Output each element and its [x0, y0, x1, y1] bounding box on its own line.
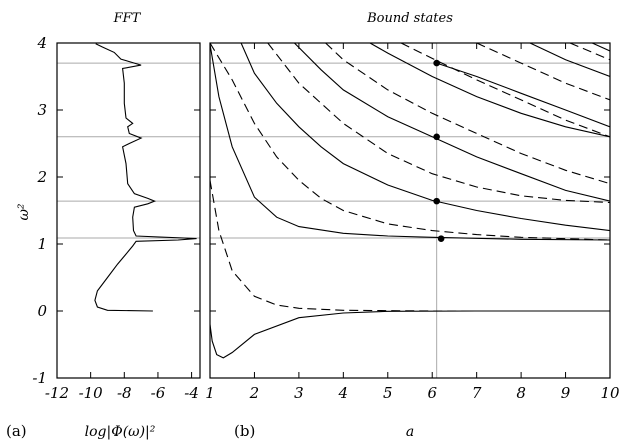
- panel-a-y-tick-label: 0: [37, 302, 47, 320]
- panel-b-x-tick-label: 2: [249, 384, 260, 402]
- panel-b-x-tick-label: 1: [205, 384, 215, 402]
- panel-b-curve-6: [294, 43, 610, 202]
- panel-b-x-tick-label: 7: [472, 384, 482, 402]
- panel-b-title: Bound states: [366, 11, 453, 26]
- panel-b-curve-9: [400, 43, 610, 138]
- panel-a-x-tick-label: -10: [79, 384, 104, 402]
- panel-a-y-tick-label: 3: [37, 101, 47, 119]
- panel-a-y-axis-label: ω²: [16, 203, 32, 220]
- panel-b: Bound states a (b) 1 2 3 4 5 6 7 8 9 10: [205, 11, 620, 440]
- panel-b-curve-1: [210, 180, 610, 312]
- panel-b-curve-7: [325, 43, 610, 185]
- panel-a-label: (a): [6, 422, 27, 440]
- panel-a-x-tick-label: -8: [117, 384, 132, 402]
- panel-b-x-tick-label: 3: [294, 384, 304, 402]
- panel-b-curve-13: [569, 43, 610, 61]
- panel-b-marker-0: [433, 59, 440, 67]
- panel-b-curve-11: [476, 43, 610, 101]
- panel-a-series: [94, 43, 197, 312]
- panel-a-x-tick-label: -12: [45, 384, 69, 402]
- panel-b-x-tick-label: 4: [338, 384, 349, 402]
- panel-b-x-ticks: 1 2 3 4 5 6 7 8 9 10: [205, 42, 620, 402]
- panel-b-curve-4: [240, 43, 610, 232]
- panel-b-markers: [433, 59, 445, 242]
- panel-b-x-tick-label: 5: [383, 384, 393, 402]
- panel-a-x-axis-label: log|Φ(ω)|²: [85, 424, 156, 440]
- panel-a-frame: [56, 42, 201, 379]
- panel-b-x-tick-label: 9: [561, 384, 571, 402]
- panel-b-x-tick-label: 6: [427, 384, 437, 402]
- panel-a-y-tick-label: 4: [36, 34, 47, 52]
- panel-a-x-ticks: -12 -10 -8 -6 -4: [45, 372, 199, 402]
- panel-a-title: FFT: [113, 11, 142, 26]
- panel-b-curve-10: [436, 62, 610, 128]
- panel-b-frame: [209, 42, 611, 379]
- panel-b-curve-2: [210, 44, 610, 241]
- panel-b-marker-2: [433, 197, 440, 205]
- panel-b-curve-5: [267, 43, 610, 204]
- panel-b-x-tick-label: 10: [600, 384, 620, 402]
- panel-b-label: (b): [234, 422, 255, 440]
- panel-b-series: [210, 43, 610, 359]
- panel-a-spectrum-line: [94, 43, 197, 312]
- panel-b-curve-8: [369, 43, 610, 138]
- panel-b-curve-0: [210, 310, 610, 359]
- panel-b-curve-14: [591, 43, 610, 52]
- panel-a-x-tick-label: -6: [151, 384, 166, 402]
- panel-a-x-tick-label: -4: [184, 384, 199, 402]
- panel-b-x-tick-label: 8: [516, 384, 526, 402]
- panel-b-marker-1: [433, 133, 440, 141]
- panel-b-x-axis-label: a: [406, 424, 414, 440]
- panel-b-marker-3: [437, 235, 445, 242]
- panel-a-reference-lines: [57, 62, 200, 239]
- panel-a-y-tick-label: -1: [32, 369, 47, 387]
- panel-a: FFT ω² log|Φ(ω)|² (a) 4 3 2 1 0 -1 -12 -10 -8 -6…: [6, 11, 201, 440]
- panel-a-y-tick-label: 1: [37, 235, 47, 253]
- panel-b-curve-12: [529, 43, 610, 78]
- panel-a-y-tick-label: 2: [36, 168, 47, 186]
